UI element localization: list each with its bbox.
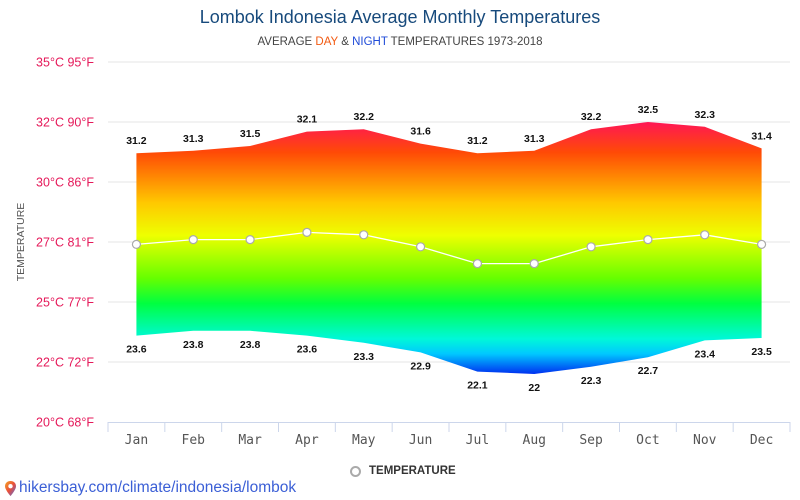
temperature-point[interactable] [700,230,710,240]
day-value-label: 31.4 [751,130,772,142]
chart-title: Lombok Indonesia Average Monthly Tempera… [199,7,601,27]
night-value-label: 22 [528,382,540,394]
x-tick-label: Mar [238,433,262,448]
legend-marker-icon [350,465,361,477]
day-value-label: 31.6 [410,126,431,138]
subtitle-day: DAY [315,36,338,48]
day-value-label: 32.3 [695,109,716,121]
day-data-labels: 31.2 31.3 31.5 32.1 32.2 31.6 31.2 31.3 32.2 32.5… [126,104,772,147]
day-night-range-area [136,122,762,374]
day-value-label: 32.2 [581,111,602,123]
subtitle-prefix: AVERAGE [257,36,316,48]
temperature-markers [131,227,767,269]
x-tick-label: Jul [466,433,489,448]
subtitle-amp: & [338,36,353,48]
temperature-point[interactable] [302,227,312,237]
x-tick-label: Apr [295,433,319,448]
y-tick-label: 32°C 90°F [36,116,94,130]
x-tick-label: Dec [750,433,773,448]
night-value-label: 22.3 [581,375,602,387]
map-pin-icon [5,480,16,496]
day-value-label: 32.2 [354,111,375,123]
day-value-label: 31.2 [467,135,488,147]
x-tick-label: Nov [693,433,717,448]
day-value-label: 31.5 [240,128,261,140]
temperature-point[interactable] [188,235,198,245]
y-tick-label: 25°C 77°F [36,296,94,310]
x-tick-label: Jun [409,433,432,448]
x-axis: Jan Feb Mar Apr May Jun Jul Aug Sep Oct Nov Dec [107,422,791,448]
night-value-label: 23.8 [183,339,204,351]
x-tick-label: Feb [182,433,206,448]
night-value-label: 23.8 [240,339,261,351]
day-value-label: 31.3 [183,133,204,145]
temperature-point[interactable] [529,259,539,269]
subtitle-night: NIGHT [352,36,388,48]
night-value-label: 23.6 [297,344,318,356]
night-data-labels: 23.6 23.8 23.8 23.6 23.3 22.9 22.1 22 22.3 22.7 23… [126,339,772,394]
x-tick-label: Oct [636,433,659,448]
temperature-point[interactable] [245,235,255,245]
night-value-label: 23.3 [354,351,375,363]
temperature-point[interactable] [643,235,653,245]
day-value-label: 31.2 [126,135,147,147]
x-tick-label: Sep [579,433,603,448]
subtitle-suffix: TEMPERATURES 1973-2018 [387,36,543,48]
temperature-point[interactable] [586,242,596,252]
y-tick-label: 30°C 86°F [36,176,94,190]
temperature-point[interactable] [131,239,142,249]
y-tick-label: 27°C 81°F [36,236,94,250]
y-axis-ticks: 20°C 68°F 22°C 72°F 25°C 77°F 27°C 81°F 30°C… [36,56,94,430]
night-value-label: 23.6 [126,344,147,356]
y-tick-label: 22°C 72°F [36,356,94,370]
y-tick-label: 20°C 68°F [36,416,94,430]
night-value-label: 22.1 [467,380,488,392]
temperature-point[interactable] [359,230,369,240]
day-value-label: 32.1 [297,114,318,126]
night-value-label: 23.4 [695,348,716,360]
day-value-label: 32.5 [638,104,659,116]
temperature-line [136,231,762,265]
night-value-label: 22.9 [410,360,431,372]
source-url: hikersbay.com/climate/indonesia/lombok [19,479,297,496]
temperature-point[interactable] [756,239,767,249]
x-tick-label: May [352,433,376,448]
legend-label: TEMPERATURE [369,465,456,477]
legend[interactable]: TEMPERATURE [350,465,456,477]
temperature-point[interactable] [472,259,483,269]
day-value-label: 31.3 [524,133,545,145]
y-axis-label: TEMPERATURE [15,203,27,282]
night-value-label: 22.7 [638,365,659,377]
night-value-label: 23.5 [751,346,772,358]
y-tick-label: 35°C 95°F [36,56,94,70]
chart-subtitle: AVERAGE DAY & NIGHT TEMPERATURES 1973-20… [0,36,800,48]
x-tick-label: Jan [125,433,148,448]
temperature-point[interactable] [415,242,426,252]
x-tick-label: Aug [523,433,546,448]
source-link[interactable]: hikersbay.com/climate/indonesia/lombok [4,479,296,497]
